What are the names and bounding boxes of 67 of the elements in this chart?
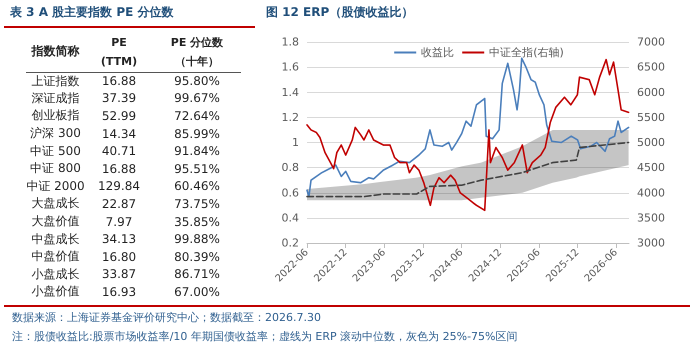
data-label: 40.71: [100, 143, 138, 160]
data-label: 91.84%: [173, 143, 221, 160]
chart-title: 图 12 ERP（股债收益比）: [266, 4, 414, 21]
y-tick-label: 1.4: [282, 86, 299, 99]
data-label: 35.85%: [173, 214, 221, 230]
line-series: [306, 142, 630, 198]
y-tick-label: 1: [292, 136, 299, 149]
y2-tick-label: 5500: [637, 110, 665, 124]
legend-label: 收益比: [421, 46, 454, 59]
y-tick-label: 1.2: [282, 110, 299, 124]
y2-tick-label: 6000: [637, 86, 665, 99]
y-tick-label: 0.8: [282, 161, 299, 174]
text: 注：股债收益比:股票市场收益率/10 年期国债收益率；虚线为 ERP 滚动中位数，灰色为 25%-75%区间: [12, 329, 518, 344]
data-label: 73.75%: [173, 196, 221, 213]
y-tick-label: 1.6: [282, 60, 299, 74]
y-tick-label: 1.8: [282, 36, 299, 48]
data-label: 95.80%: [173, 73, 221, 90]
data-label: 14.34: [100, 126, 138, 142]
text: 表 3 A 股主要指数 PE 分位数: [10, 4, 174, 21]
data-label: 72.64%: [173, 108, 221, 125]
text: PE (TTM): [100, 34, 138, 70]
data-label: 52.99: [100, 108, 138, 125]
data-label: 80.39%: [173, 248, 221, 266]
data-label: 7.97: [104, 214, 134, 230]
category-label: 大盘价值: [30, 213, 80, 230]
y2-tick-label: 3500: [637, 211, 665, 224]
data-label: 16.88: [100, 73, 138, 90]
data-label: 34.13: [100, 231, 138, 248]
category-label: 深证成指: [30, 90, 80, 107]
category-label: 上证指数: [30, 72, 80, 90]
y2-tick-label: 7000: [637, 36, 665, 48]
category-label: 中证 800: [29, 160, 82, 178]
data-label: 99.67%: [173, 90, 221, 108]
data-label: 67.00%: [173, 284, 221, 301]
y2-tick-label: 4500: [637, 161, 665, 174]
y2-tick-label: 4000: [637, 186, 665, 200]
category-label: 小盘价值: [30, 283, 80, 300]
category-label: 中证 500: [29, 142, 82, 160]
y-tick-label: 0.2: [282, 236, 299, 250]
source-note: 数据来源：上海证券基金评价研究中心；数据截至：2026.7.30: [12, 310, 321, 325]
data-label: 86.71%: [173, 266, 221, 284]
category-label: 大盘成长: [30, 195, 80, 212]
data-label: 16.80: [100, 248, 138, 266]
y2-tick-label: 3000: [637, 236, 665, 250]
data-label: 37.39: [100, 90, 138, 108]
y-tick-label: 0.6: [282, 186, 299, 200]
category-label: 小盘成长: [30, 266, 80, 283]
category-label: 中盘成长: [30, 230, 80, 248]
data-label: 85.99%: [173, 126, 221, 142]
data-label: 60.46%: [173, 178, 221, 196]
text: 指数简称: [30, 43, 80, 60]
data-label: 16.93: [100, 284, 138, 301]
legend-label: 中证全指(右轴): [489, 46, 564, 59]
data-label: 99.88%: [173, 231, 221, 248]
text: PE 分位数（十年）: [170, 34, 224, 70]
category-label: 沪深 300: [29, 125, 82, 142]
category-label: 中证 2000: [26, 178, 85, 195]
category-label: 创业板指: [30, 107, 80, 124]
y2-tick-label: 5000: [637, 136, 665, 149]
category-label: 中盘价值: [30, 248, 80, 266]
data-label: 129.84: [97, 178, 141, 196]
y2-tick-label: 6500: [637, 60, 665, 74]
data-label: 22.87: [100, 196, 138, 213]
y-tick-label: 0.4: [282, 211, 299, 224]
data-label: 16.88: [100, 160, 138, 178]
data-label: 33.87: [100, 266, 138, 284]
data-label: 95.51%: [173, 160, 221, 178]
